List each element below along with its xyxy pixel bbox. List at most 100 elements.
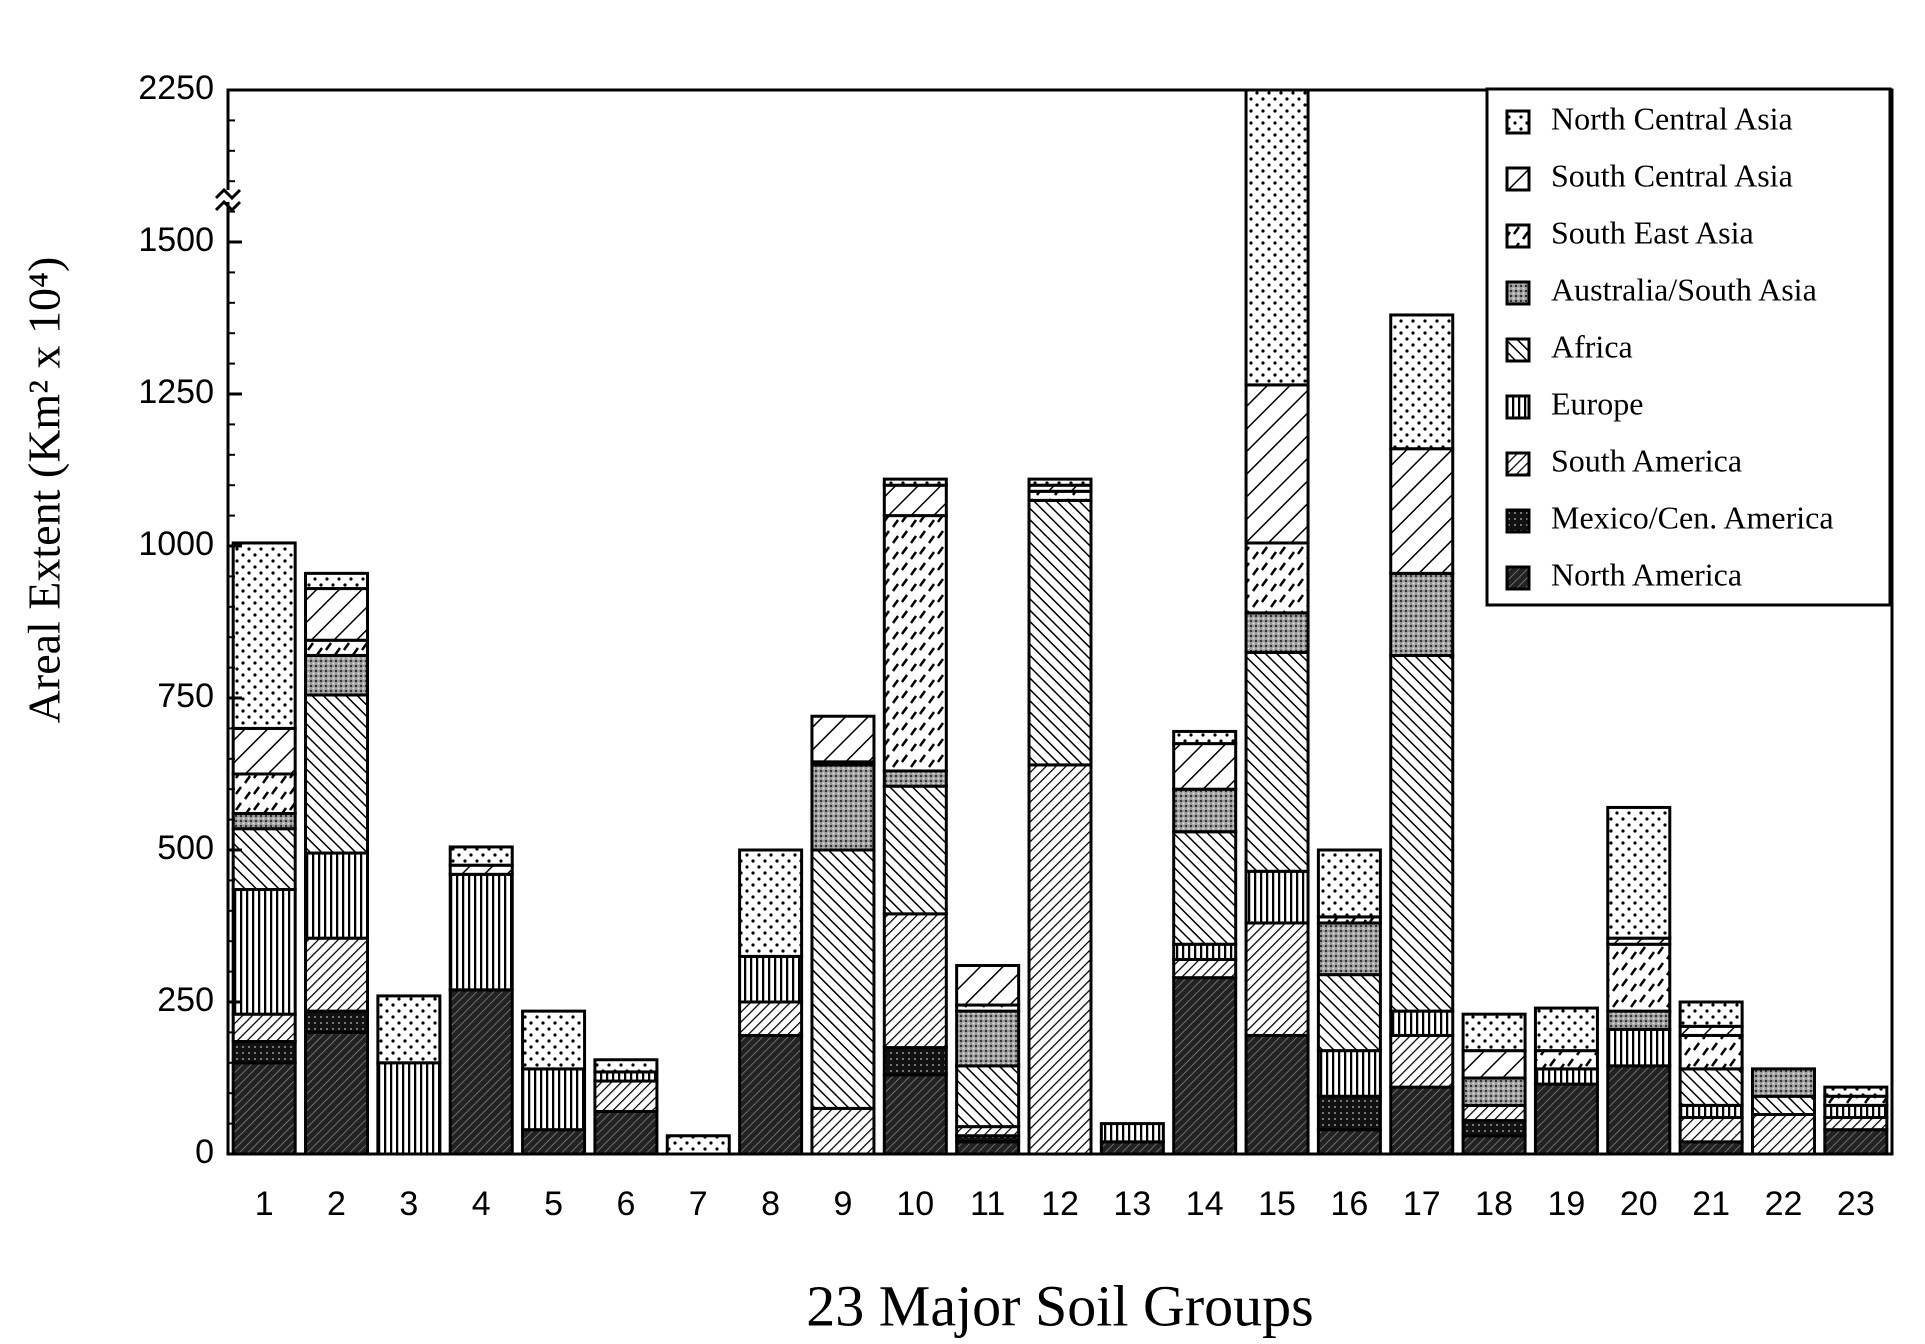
bar-segment [1606, 1064, 1672, 1156]
bar-segment [304, 851, 370, 940]
bar-segment [1533, 1049, 1599, 1071]
bar-segment [1678, 1033, 1744, 1071]
bar-segment [882, 483, 948, 518]
x-tick-label: 9 [833, 1185, 852, 1223]
x-tick-label: 1 [255, 1185, 274, 1223]
x-tick-label: 22 [1765, 1185, 1803, 1223]
bar-segment [231, 1012, 297, 1044]
y-tick-label: 500 [157, 829, 214, 867]
plot-frame [226, 88, 1894, 1156]
bar-segment [1172, 942, 1238, 961]
bar-segment [448, 988, 514, 1156]
bar-segment [1244, 650, 1310, 873]
bar-segment [304, 638, 370, 657]
x-tick-label: 2 [327, 1185, 346, 1223]
axis-break [214, 199, 242, 213]
bar-segment [1099, 1140, 1165, 1156]
x-tick-label: 17 [1403, 1185, 1441, 1223]
bar-segment [521, 1128, 587, 1156]
legend-swatch [1505, 223, 1531, 249]
legend-label: North America [1551, 556, 1742, 592]
bar-segment [955, 1064, 1021, 1129]
legend-swatch [1505, 508, 1531, 534]
bar-segment [521, 1067, 587, 1132]
bar-segment [231, 541, 297, 730]
legend-label: South America [1551, 442, 1742, 478]
bar-segment [1461, 1076, 1527, 1107]
bar-segment [1461, 1103, 1527, 1123]
bar-segment [1244, 383, 1310, 545]
bar-segment [1244, 541, 1310, 615]
bar-segment [304, 936, 370, 1013]
bar-segment [810, 714, 876, 764]
bar-segment [738, 1033, 804, 1156]
x-tick-label: 16 [1330, 1185, 1368, 1223]
bar-segment [1316, 1128, 1382, 1156]
bar-segment [1606, 1009, 1672, 1031]
bar-segment [882, 514, 948, 773]
bar-segment [882, 769, 948, 788]
bar-segment [882, 784, 948, 916]
bar-segment [1244, 1033, 1310, 1156]
legend-box [1485, 87, 1892, 607]
bar-segment [1316, 1094, 1382, 1132]
bar-segment [1172, 742, 1238, 791]
bar-segment [1823, 1103, 1889, 1120]
bar-segment [1172, 976, 1238, 1156]
bar-segment [738, 954, 804, 1004]
bar-segment [593, 1079, 659, 1113]
bar-segment [376, 994, 442, 1065]
bar-segment [810, 763, 876, 852]
legend-swatch [1505, 166, 1531, 192]
legend-label: Africa [1551, 328, 1633, 364]
legend-label: South East Asia [1551, 214, 1754, 250]
y-tick-label: 0 [195, 1133, 214, 1171]
bar-segment [304, 587, 370, 642]
bar-segment [593, 1109, 659, 1156]
y-tick-label: 250 [157, 981, 214, 1019]
legend-swatch [1505, 109, 1531, 135]
bar-segment [1389, 447, 1455, 575]
bar-segment [1316, 921, 1382, 977]
y-tick-label: 1250 [138, 373, 214, 411]
bar-segment [1750, 1067, 1816, 1098]
bar-segment [231, 772, 297, 816]
legend-label: North Central Asia [1551, 100, 1793, 136]
legend-label: South Central Asia [1551, 157, 1793, 193]
bar-segment [448, 845, 514, 867]
x-tick-label: 3 [399, 1185, 418, 1223]
bar-segment [1533, 1082, 1599, 1156]
bar-segment [1389, 1009, 1455, 1037]
bar-segment [1027, 763, 1093, 1156]
x-tick-label: 13 [1113, 1185, 1151, 1223]
x-tick-label: 8 [761, 1185, 780, 1223]
bar-segment [231, 1040, 297, 1065]
bar-segment [738, 848, 804, 958]
x-tick-label: 10 [896, 1185, 934, 1223]
legend-swatch [1505, 337, 1531, 363]
bar-segment [231, 726, 297, 776]
bar-segment [521, 1009, 587, 1071]
bar-segment [1172, 830, 1238, 946]
bar-segment [882, 1073, 948, 1156]
legend-swatch [1505, 280, 1531, 306]
bar-segment [955, 1140, 1021, 1156]
x-tick-label: 23 [1837, 1185, 1875, 1223]
bar-segment [1461, 1049, 1527, 1080]
x-tick-label: 19 [1548, 1185, 1586, 1223]
bar-segment [1316, 1049, 1382, 1098]
x-tick-label: 18 [1475, 1185, 1513, 1223]
bar-segment [1389, 571, 1455, 657]
bar-segment [1750, 1094, 1816, 1116]
x-tick-label: 20 [1620, 1185, 1658, 1223]
bar-segment [231, 827, 297, 892]
bar-segment [882, 477, 948, 487]
bar-segment [1606, 1027, 1672, 1068]
x-tick-label: 14 [1186, 1185, 1224, 1223]
bar-segment [882, 1046, 948, 1077]
legend-label: Mexico/Cen. America [1551, 499, 1834, 535]
bar-segment [1533, 1067, 1599, 1086]
bar-segment [1099, 1122, 1165, 1144]
y-tick-label: 1000 [138, 525, 214, 563]
y-axis-title: Areal Extent (Km² x 10⁴) [19, 257, 70, 724]
